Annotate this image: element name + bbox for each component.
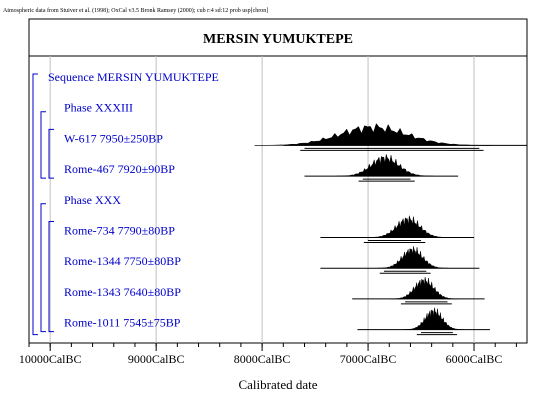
- phase-label: Phase XXX: [64, 193, 121, 207]
- tick-label: 9000CalBC: [128, 352, 185, 366]
- gridlines: [49, 56, 475, 343]
- tick-label: 7000CalBC: [340, 352, 397, 366]
- probability-distribution: [377, 246, 448, 269]
- probability-distribution: [336, 154, 434, 177]
- x-axis-label: Calibrated date: [238, 377, 317, 392]
- plot-frame: [28, 18, 528, 344]
- header-note: Atmospheric data from Stuiver et al. (19…: [3, 7, 268, 14]
- date-label: Rome-734 7790±80BP: [64, 224, 175, 238]
- phase-inner-bracket: [48, 128, 54, 179]
- date-rows: Sequence MERSIN YUMUKTEPE Phase XXXIII W-6…: [48, 70, 527, 336]
- sequence-label: Sequence MERSIN YUMUKTEPE: [48, 70, 219, 84]
- chart-title: MERSIN YUMUKTEPE: [203, 32, 353, 47]
- phase-label: Phase XXXIII: [64, 101, 133, 115]
- tick-label: 6000CalBC: [446, 352, 503, 366]
- probability-distribution: [367, 215, 450, 238]
- probability-distribution: [390, 277, 458, 300]
- date-label: Rome-1343 7640±80BP: [64, 285, 181, 299]
- x-axis: 10000CalBC 9000CalBC 8000CalBC 7000CalBC 600…: [19, 343, 517, 366]
- sequence-brackets: [32, 73, 54, 336]
- sequence-bracket: [32, 73, 38, 336]
- date-label: Rome-1011 7545±75BP: [64, 316, 181, 330]
- tick-label: 10000CalBC: [19, 352, 82, 366]
- probability-distribution: [254, 123, 493, 146]
- phase-inner-bracket: [48, 221, 54, 333]
- probability-distribution: [404, 307, 464, 330]
- phase-bracket: [40, 111, 46, 179]
- tick-label: 8000CalBC: [234, 352, 291, 366]
- date-label: Rome-467 7920±90BP: [64, 162, 175, 176]
- date-label: Rome-1344 7750±80BP: [64, 254, 181, 268]
- date-label: W-617 7950±250BP: [64, 131, 163, 145]
- phase-bracket: [40, 203, 46, 333]
